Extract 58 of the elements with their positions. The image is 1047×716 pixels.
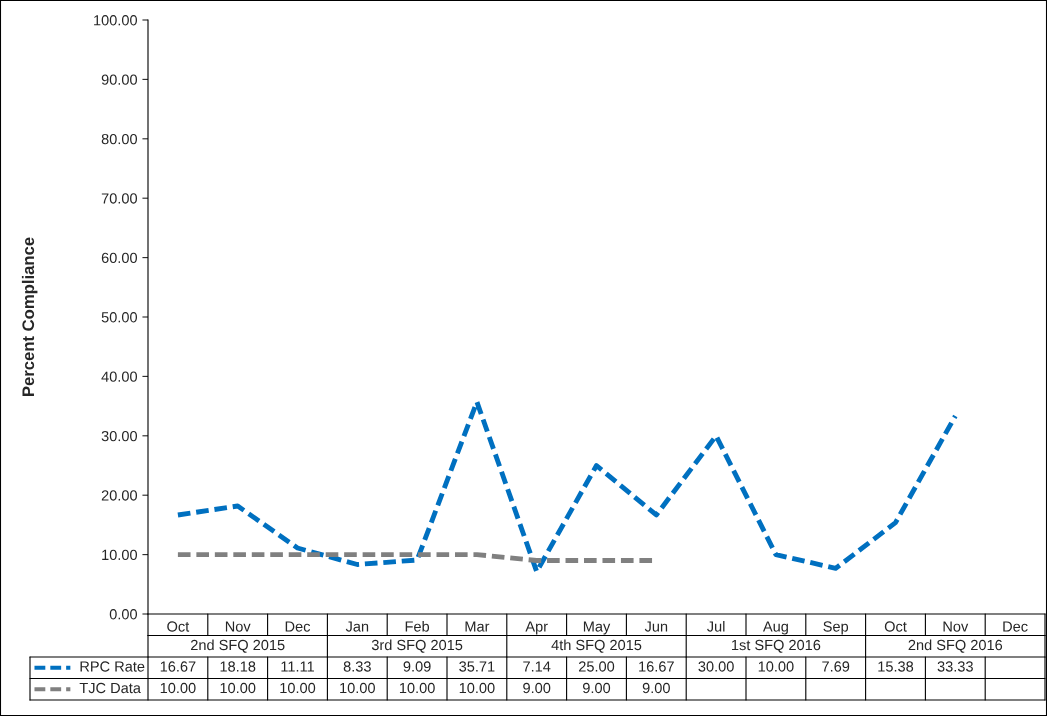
x-tick-label: Sep	[823, 621, 849, 635]
text: 4th SFQ 2015	[551, 639, 642, 653]
text: 3rd SFQ 2015	[371, 639, 463, 653]
data-label: 10.00	[160, 682, 196, 694]
data-label: 18.18	[220, 661, 256, 672]
data-label: 8.33	[343, 661, 371, 672]
text: 2nd SFQ 2015	[191, 639, 285, 653]
text: 1st SFQ 2016	[732, 639, 821, 653]
y-tick-label: 70.00	[101, 193, 138, 204]
x-tick-label: Dec	[285, 621, 311, 632]
x-tick-label: Mar	[465, 621, 490, 632]
y-tick-label: 90.00	[101, 74, 138, 85]
data-label: 15.38	[878, 661, 914, 672]
x-tick-label: Feb	[405, 620, 430, 632]
legend-label: RPC Rate	[80, 661, 145, 672]
y-tick-label: 30.00	[101, 430, 138, 442]
y-tick-label: 60.00	[101, 252, 138, 264]
x-tick-label: Dec	[1003, 621, 1028, 632]
legend-label: TJC Data	[79, 682, 141, 694]
y-tick-label: 10.00	[102, 549, 138, 561]
data-label: 9.00	[582, 682, 611, 694]
data-label: 16.67	[639, 661, 674, 672]
data-label: 10.00	[280, 682, 316, 694]
y-tick-label: 50.00	[101, 312, 138, 323]
y-tick-label: 20.00	[101, 490, 138, 501]
data-label: 35.71	[459, 661, 495, 672]
y-tick-label: 40.00	[101, 371, 138, 382]
data-label: 10.00	[220, 682, 256, 694]
data-label: 33.33	[937, 661, 973, 672]
x-tick-label: Nov	[225, 621, 251, 632]
data-label: 10.00	[340, 682, 375, 694]
text: 2nd SFQ 2016	[908, 639, 1003, 653]
data-label: 10.00	[459, 682, 495, 694]
y-axis-title: Percent Compliance	[21, 237, 38, 396]
data-label: 11.11	[281, 661, 314, 672]
data-label: 9.00	[642, 682, 670, 694]
x-tick-label: Oct	[884, 621, 907, 632]
x-tick-label: May	[583, 621, 611, 635]
data-label: 9.00	[523, 682, 551, 694]
y-tick-label: 100.00	[94, 15, 138, 26]
data-label: 10.00	[758, 661, 794, 672]
y-tick-label: 80.00	[101, 133, 138, 145]
data-label: 10.00	[399, 682, 435, 694]
data-label: 9.09	[403, 661, 431, 672]
data-label: 16.67	[160, 661, 196, 672]
x-tick-label: Jun	[644, 621, 668, 632]
x-tick-label: Jul	[707, 620, 725, 632]
line-series	[175, 399, 958, 575]
x-tick-label: Jan	[345, 621, 369, 632]
x-tick-label: Aug	[762, 621, 788, 635]
x-tick-label: Oct	[167, 621, 190, 632]
data-label: 7.69	[822, 661, 850, 672]
y-tick-label: 0.00	[109, 609, 138, 620]
x-tick-label: Nov	[943, 621, 969, 632]
data-label: 25.00	[578, 661, 615, 672]
data-label: 30.00	[698, 661, 734, 672]
x-tick-label: Apr	[525, 621, 548, 635]
data-label: 7.14	[523, 661, 551, 672]
